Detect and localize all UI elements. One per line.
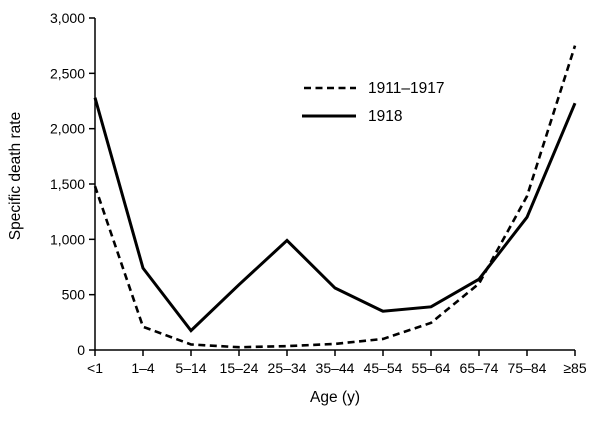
y-tick-label: 0 (77, 342, 85, 358)
x-axis-title: Age (y) (310, 389, 360, 406)
y-axis-title: Specific death rate (7, 112, 24, 240)
x-tick-label: 45–54 (364, 360, 403, 376)
x-tick-label: <1 (87, 360, 103, 376)
x-tick-label: 1–4 (131, 360, 155, 376)
y-tick-label: 1,000 (50, 231, 85, 247)
y-tick-label: 500 (62, 287, 86, 303)
x-tick-label: 35–44 (316, 360, 355, 376)
legend-label-1911-1917: 1911–1917 (368, 80, 444, 97)
legend: 1911–1917 1918 (302, 80, 444, 125)
y-tick-label: 2,500 (50, 65, 85, 81)
y-tick-label: 2,000 (50, 121, 85, 137)
x-tick-label: 25–34 (268, 360, 307, 376)
x-tick-label: 5–14 (175, 360, 206, 376)
plot-area: 0 500 1,000 1,500 2,000 2,500 3,000 <1 1–4 5–14 15… (50, 10, 587, 376)
x-tick-label: 55–64 (412, 360, 451, 376)
y-tick-label: 3,000 (50, 10, 85, 26)
x-tick-label: 15–24 (220, 360, 259, 376)
x-tick-label: 75–84 (508, 360, 547, 376)
legend-label-1918: 1918 (368, 108, 402, 125)
series-line-1918 (93, 97, 577, 333)
x-tick-label: ≥85 (563, 360, 586, 376)
y-tick-label: 1,500 (50, 176, 85, 192)
series-line-1911-1917 (93, 45, 577, 349)
x-tick-label: 65–74 (460, 360, 499, 376)
